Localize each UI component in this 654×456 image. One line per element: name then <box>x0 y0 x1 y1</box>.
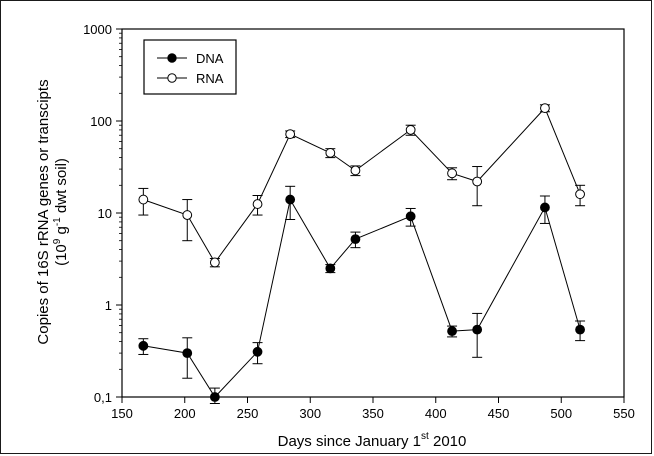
data-point-dna <box>540 202 550 213</box>
data-point-dna <box>447 326 457 337</box>
data-point-dna <box>138 340 149 351</box>
legend: DNA RNA <box>143 39 237 95</box>
x-axis: 150 200 250 300 350 400 450 500 550 <box>111 397 635 421</box>
data-point-dna <box>182 348 193 359</box>
legend-rna-label: RNA <box>196 71 224 86</box>
series-layer <box>138 103 586 404</box>
x-axis-title: Days since January 1st 2010 <box>278 431 467 450</box>
data-point-rna <box>285 129 296 140</box>
data-point-rna <box>252 199 263 209</box>
data-point-dna <box>325 263 336 274</box>
legend-dna-marker <box>167 53 177 63</box>
series-dna <box>138 185 586 404</box>
data-point-dna <box>285 194 296 205</box>
data-point-dna <box>575 324 585 335</box>
data-point-rna <box>138 194 149 205</box>
data-point-rna <box>182 210 193 220</box>
series-line-rna <box>143 107 581 264</box>
legend-rna-marker <box>167 73 177 83</box>
x-tick-label: 200 <box>174 406 196 421</box>
data-point-dna <box>209 392 220 402</box>
y-axis: 0,1 1 10 100 1000 <box>83 22 122 405</box>
y-tick-label: 0,1 <box>94 390 112 405</box>
legend-dna-label: DNA <box>196 51 224 66</box>
data-point-rna <box>540 103 550 114</box>
x-tick-label: 250 <box>237 406 259 421</box>
x-tick-label: 550 <box>613 406 635 421</box>
data-point-rna <box>447 168 457 179</box>
series-rna <box>138 103 586 268</box>
x-tick-label: 450 <box>488 406 510 421</box>
y-axis-title-units: (109 g-1 dwt soil) <box>52 158 70 266</box>
x-tick-label: 150 <box>111 406 133 421</box>
data-point-dna <box>405 211 416 222</box>
data-point-dna <box>472 324 483 335</box>
series-line-dna <box>143 198 581 398</box>
x-tick-label: 300 <box>299 406 321 421</box>
data-point-rna <box>472 176 483 187</box>
y-tick-label: 10 <box>98 206 112 221</box>
x-tick-label: 500 <box>550 406 572 421</box>
data-point-rna <box>350 165 361 176</box>
y-tick-label: 100 <box>90 114 112 129</box>
data-point-rna <box>405 125 416 135</box>
y-axis-title: Copies of 16S rRNA genes or transcipts <box>35 79 52 344</box>
y-tick-label: 1000 <box>83 22 112 37</box>
data-point-dna <box>350 234 361 245</box>
data-point-rna <box>325 148 336 158</box>
data-point-dna <box>252 346 263 357</box>
x-tick-label: 400 <box>425 406 447 421</box>
data-point-rna <box>209 257 220 268</box>
data-point-rna <box>575 189 585 200</box>
y-tick-label: 1 <box>105 298 112 313</box>
legend-box <box>143 39 237 95</box>
x-tick-label: 350 <box>362 406 384 421</box>
